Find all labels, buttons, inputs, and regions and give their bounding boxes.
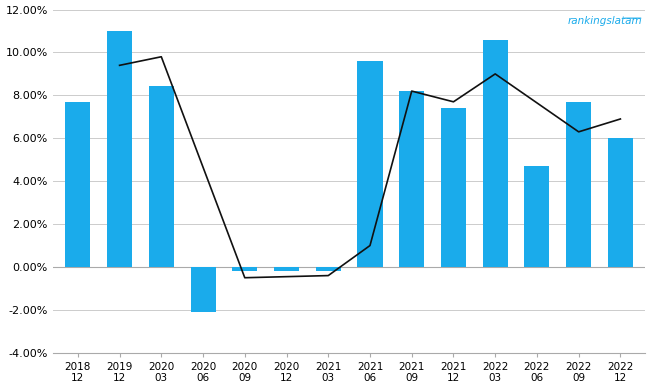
Bar (525, 166, 549, 267)
Bar (107, 31, 132, 267)
Bar (191, 267, 215, 312)
Bar (608, 138, 633, 267)
Bar (566, 102, 591, 267)
Bar (357, 61, 383, 267)
Bar (441, 108, 466, 267)
Bar (316, 267, 340, 271)
Bar (274, 267, 299, 271)
Text: rankingslatam: rankingslatam (568, 16, 643, 26)
Bar (65, 102, 90, 267)
Bar (232, 267, 257, 271)
Bar (482, 40, 508, 267)
Bar (399, 91, 424, 267)
Bar (149, 86, 174, 267)
